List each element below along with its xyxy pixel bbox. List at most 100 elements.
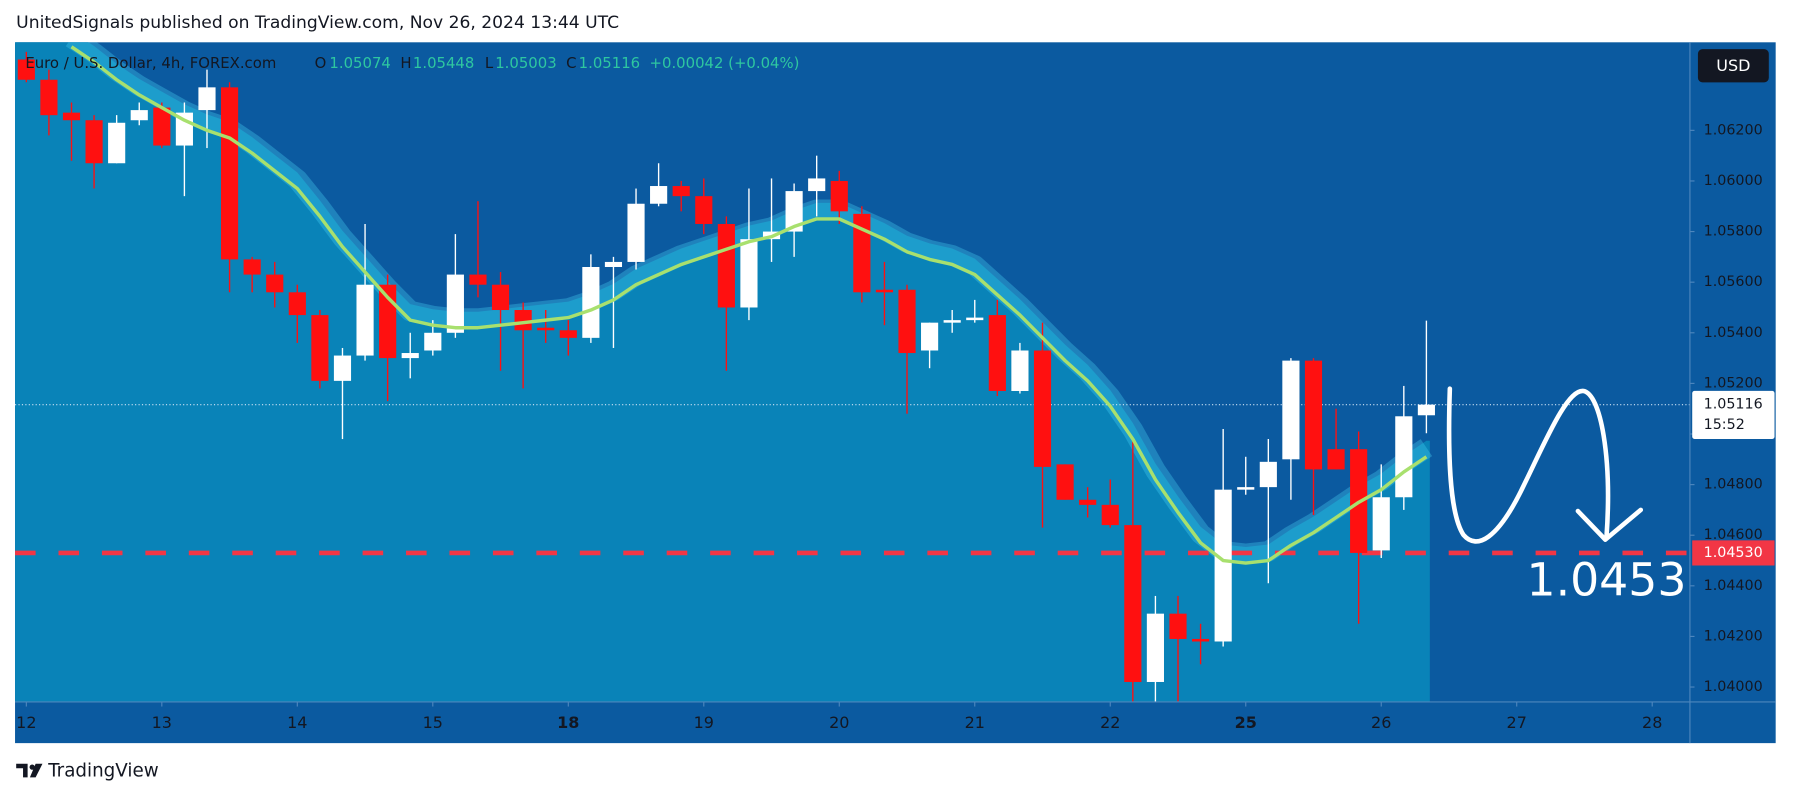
y-tick-label: 1.06000 xyxy=(1704,173,1763,189)
candle-body xyxy=(514,310,532,331)
candle-body xyxy=(559,330,577,338)
candle-body xyxy=(401,353,419,359)
y-tick-label: 1.05600 xyxy=(1704,274,1763,290)
candle-body xyxy=(130,110,148,121)
candle-body xyxy=(108,122,126,164)
ohlc-value: 1.05448 xyxy=(413,54,474,72)
last-price-tag xyxy=(1692,390,1775,439)
y-tick-label: 1.05200 xyxy=(1704,375,1763,391)
ohlc-label: H xyxy=(400,54,411,72)
x-tick-label: 22 xyxy=(1100,713,1120,732)
x-tick-label: 28 xyxy=(1642,713,1662,732)
candle-body xyxy=(424,332,442,351)
candle-body xyxy=(266,274,284,293)
candle-body xyxy=(966,317,984,321)
y-tick-label: 1.06200 xyxy=(1704,122,1763,138)
footer-brand: TradingView xyxy=(47,761,159,782)
candle-body xyxy=(672,186,690,197)
ma-line xyxy=(70,45,1428,565)
candle-body xyxy=(717,223,735,308)
candle-body xyxy=(650,186,668,204)
candle-body xyxy=(198,87,216,111)
candle-body xyxy=(311,315,329,381)
candle-body xyxy=(921,322,939,351)
symbol-title: Euro / U.S. Dollar, 4h, FOREX.com xyxy=(25,54,276,72)
candle-body xyxy=(582,266,600,338)
ohlc-label: C xyxy=(566,54,576,72)
candle-body xyxy=(243,259,261,275)
countdown-label: 15:52 xyxy=(1704,417,1745,433)
candle-body xyxy=(1169,613,1187,639)
candle-body xyxy=(875,289,894,293)
y-tick-label: 1.04000 xyxy=(1704,679,1763,695)
drawn-arrow-head xyxy=(1575,507,1644,542)
tradingview-logo xyxy=(16,763,43,778)
x-tick-label: 15 xyxy=(423,713,443,732)
ohlc-value: 1.05003 xyxy=(495,54,556,72)
candle-body xyxy=(604,261,623,267)
ohlc-value: 1.05116 xyxy=(579,54,640,72)
candle-body xyxy=(1033,350,1052,467)
x-tick-label: 19 xyxy=(694,713,714,732)
candle-body xyxy=(1011,350,1029,391)
candle-body xyxy=(853,213,871,293)
x-tick-label: 20 xyxy=(829,713,849,732)
candle-body xyxy=(62,112,81,121)
y-tick-label: 1.05400 xyxy=(1704,325,1763,341)
candle-body xyxy=(1146,613,1164,682)
x-tick-label: 26 xyxy=(1371,713,1391,732)
y-tick-label: 1.04200 xyxy=(1704,628,1763,644)
plot-area xyxy=(15,42,1690,702)
y-tick-label: 1.04400 xyxy=(1704,578,1763,594)
candle-body xyxy=(40,79,58,116)
ohlc-label: O xyxy=(315,54,327,72)
candle-body xyxy=(1056,464,1074,500)
candle-body xyxy=(1282,360,1300,460)
candle-body xyxy=(1079,499,1097,505)
x-tick-label: 13 xyxy=(152,713,172,732)
candle-body xyxy=(1395,416,1413,498)
candle-body xyxy=(356,284,374,356)
x-tick-label: 25 xyxy=(1235,713,1257,732)
candle-body xyxy=(1237,487,1255,490)
candle-body xyxy=(627,203,645,262)
x-tick-label: 27 xyxy=(1507,713,1527,732)
candle-body xyxy=(740,239,758,308)
y-tick-label: 1.04600 xyxy=(1704,527,1763,543)
candle-body xyxy=(1124,525,1142,682)
candle-body xyxy=(988,315,1006,391)
candle-body xyxy=(220,87,239,260)
candle-body xyxy=(85,120,103,164)
candle-body xyxy=(17,59,35,80)
y-tick-label: 1.04800 xyxy=(1704,477,1763,493)
candle-body xyxy=(695,196,713,224)
candle-body xyxy=(1327,449,1345,470)
axes: 1.040001.042001.044001.046001.048001.050… xyxy=(16,122,1775,732)
currency-badge[interactable] xyxy=(1697,49,1769,83)
level-annotation: 1.0453 xyxy=(1526,554,1686,607)
candle-body xyxy=(446,274,464,333)
candle-body xyxy=(491,284,510,311)
candle-body xyxy=(333,355,352,381)
candle-body xyxy=(153,107,171,146)
candle-body xyxy=(1192,638,1210,642)
candle-body xyxy=(898,289,916,354)
candle-body xyxy=(1417,404,1435,416)
candle-body xyxy=(830,180,848,212)
change-value: +0.00042 (+0.04%) xyxy=(650,54,800,72)
ohlc-value: 1.05074 xyxy=(329,54,390,72)
drawn-arrow xyxy=(1446,386,1611,544)
level-price-label: 1.04530 xyxy=(1704,545,1763,561)
x-tick-label: 12 xyxy=(16,713,36,732)
currency-label[interactable]: USD xyxy=(1716,56,1750,75)
x-tick-label: 18 xyxy=(557,713,579,732)
ohlc-label: L xyxy=(485,54,494,72)
candle-body xyxy=(1304,360,1323,470)
candle-body xyxy=(785,191,803,232)
ma-cloud-area xyxy=(15,42,1430,702)
candle-body xyxy=(808,178,826,192)
candle-body xyxy=(1372,497,1390,551)
level-price-tag xyxy=(1692,540,1775,566)
